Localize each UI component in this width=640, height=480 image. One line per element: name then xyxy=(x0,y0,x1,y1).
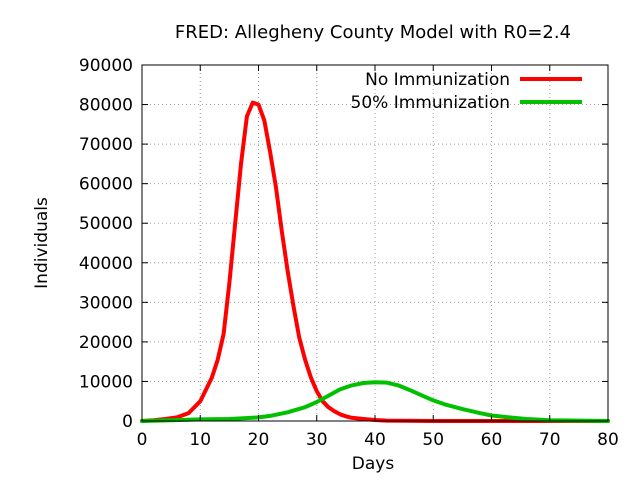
x-tick-label: 80 xyxy=(597,430,619,450)
x-tick-label: 60 xyxy=(481,430,503,450)
y-tick-label: 90000 xyxy=(79,56,133,76)
grid-lines xyxy=(142,65,608,421)
x-tick-label: 20 xyxy=(248,430,270,450)
y-tick-label: 80000 xyxy=(79,96,133,116)
x-tick-label: 10 xyxy=(189,430,211,450)
y-tick-label: 40000 xyxy=(79,254,133,274)
y-tick-label: 0 xyxy=(122,412,133,432)
y-tick-label: 30000 xyxy=(79,293,133,313)
y-tick-label: 70000 xyxy=(79,135,133,155)
x-axis-label: Days xyxy=(352,454,395,474)
legend: No Immunization 50% Immunization xyxy=(351,70,582,113)
axis-ticks: 0 10 20 30 40 50 60 70 80 0 10000 20000 30000 40000 50… xyxy=(79,56,619,450)
y-tick-label: 10000 xyxy=(79,372,133,392)
series-line-1 xyxy=(140,380,610,423)
x-tick-label: 40 xyxy=(364,430,386,450)
y-axis-label: Individuals xyxy=(32,197,52,289)
legend-label-no-immunization: No Immunization xyxy=(365,70,510,90)
x-tick-label: 30 xyxy=(306,430,328,450)
y-tick-label: 20000 xyxy=(79,333,133,353)
chart-title: FRED: Allegheny County Model with R0=2.4 xyxy=(175,22,571,43)
y-tick-label: 60000 xyxy=(79,175,133,195)
x-tick-label: 70 xyxy=(539,430,561,450)
y-tick-label: 50000 xyxy=(79,214,133,234)
x-tick-label: 0 xyxy=(137,430,148,450)
plot-area-frame xyxy=(141,64,609,422)
x-tick-label: 50 xyxy=(422,430,444,450)
legend-label-50-immunization: 50% Immunization xyxy=(351,93,511,113)
